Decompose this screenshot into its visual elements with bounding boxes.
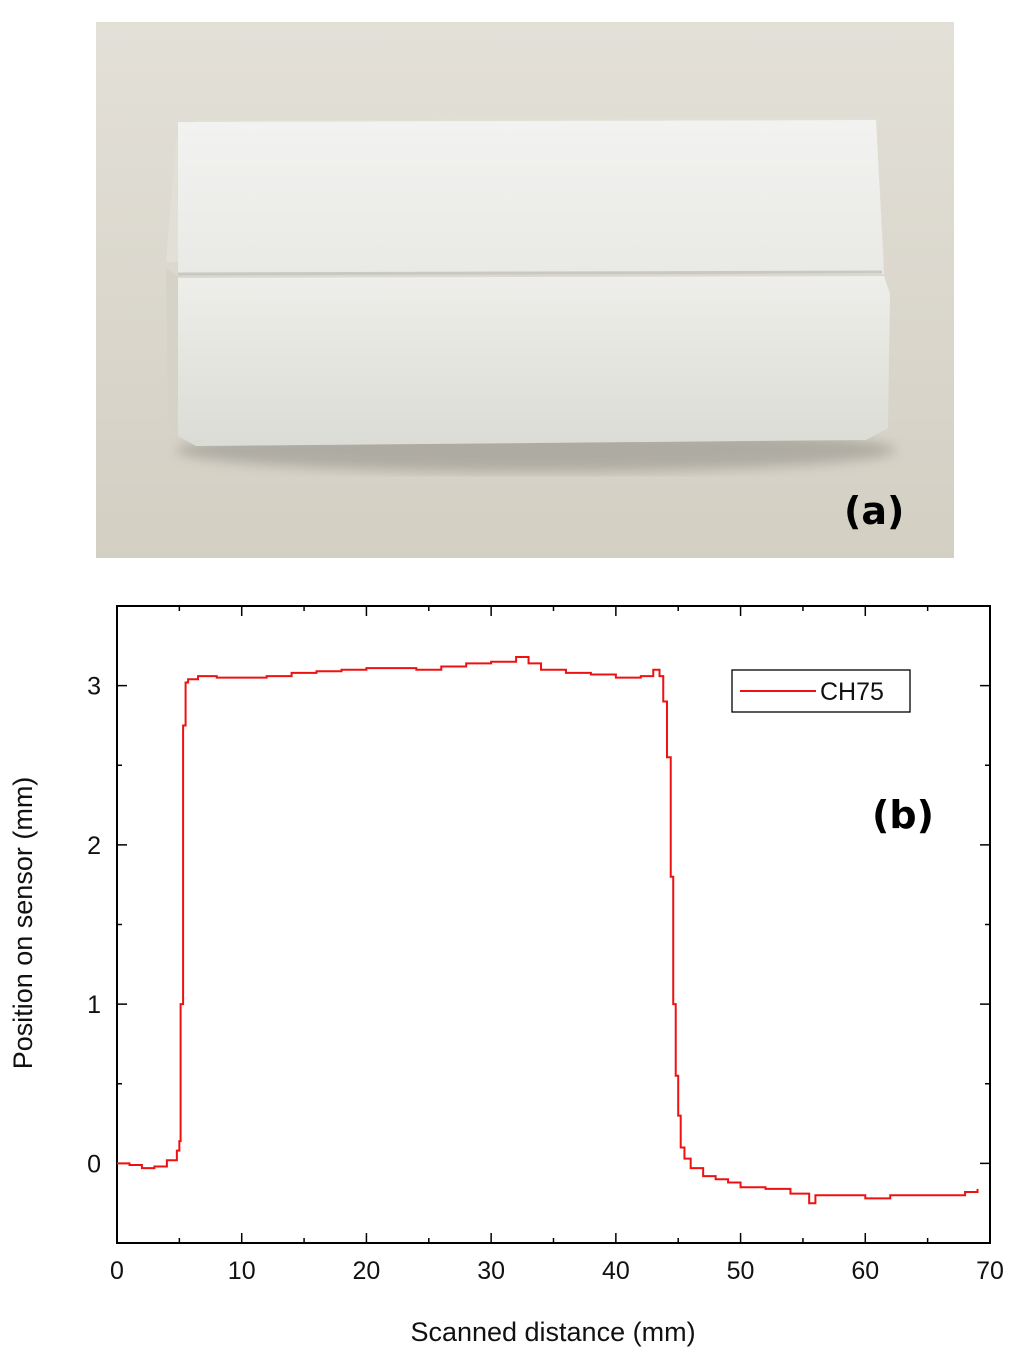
y-tick-label: 2 [87,832,101,860]
x-tick-label: 60 [851,1257,879,1285]
x-tick-label: 0 [110,1257,124,1285]
block-photo-illustration: (a) [96,22,954,558]
x-tick-label: 30 [477,1257,505,1285]
panel-a-label: (a) [844,489,904,533]
x-tick-label: 40 [602,1257,630,1285]
block-groove-line [177,270,883,276]
y-tick-label: 0 [87,1150,101,1178]
axis-ticks [116,605,991,1244]
block-top-face [178,120,884,274]
legend: CH75 [731,669,911,713]
panel-b-chart: 0 10 20 30 40 50 60 70 0 1 2 3 CH75 (b) Scanned dis… [0,570,1024,1366]
x-axis-title: Scanned distance (mm) [410,1317,695,1347]
y-tick-label: 1 [87,991,101,1019]
block-front-face [176,276,890,446]
line-chart: 0 10 20 30 40 50 60 70 0 1 2 3 CH75 (b) Scanned dis… [8,605,1004,1347]
axis-tick-labels: 0 10 20 30 40 50 60 70 0 1 2 3 [87,673,1004,1285]
series-line-ch75 [117,655,979,1205]
panel-a-photo: (a) [96,22,954,558]
legend-label-ch75: CH75 [820,678,884,706]
block-side-face [166,268,178,436]
panel-b-label: (b) [872,793,934,837]
x-tick-label: 10 [228,1257,256,1285]
y-tick-label: 3 [87,673,101,701]
y-axis-title: Position on sensor (mm) [8,777,38,1070]
x-tick-label: 50 [727,1257,755,1285]
x-tick-label: 70 [976,1257,1004,1285]
x-tick-label: 20 [353,1257,381,1285]
